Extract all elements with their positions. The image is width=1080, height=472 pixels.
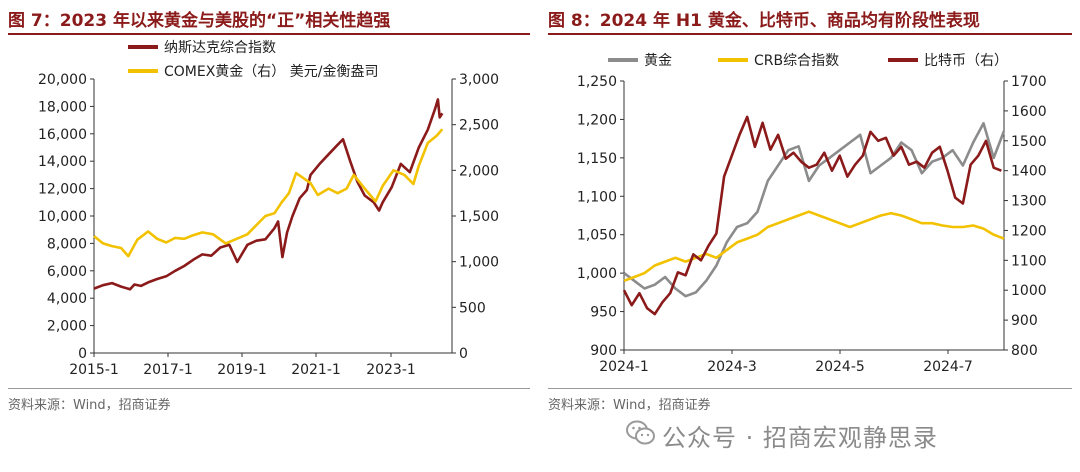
- chart-1-title-rule: [8, 33, 530, 35]
- chart-2-x-tick-label: 2024-1: [599, 359, 649, 375]
- chart-1-y-right-tick-label: 500: [459, 300, 486, 316]
- chart-2-y-left-tick-label: 1,250: [577, 74, 617, 90]
- chart-1-bottom-rule: [8, 388, 530, 389]
- chart-1-plot: 0 2,000 4,000 6,000 8,000 10,000 12,000 14,000 1…: [38, 40, 499, 378]
- chart-2-x-tick-label: 2024-3: [707, 359, 757, 375]
- chart-2-title-rule: [548, 33, 1072, 35]
- chart-1-x-tick-label: 2015-1: [69, 362, 119, 378]
- chart-1-source: 资料来源：Wind，招商证券: [8, 398, 171, 413]
- chart-1-y-right-tick-label: 3,000: [459, 72, 499, 88]
- chart-1-y-left-tick-label: 8,000: [47, 236, 87, 252]
- chart-1-y-left-tick-label: 0: [78, 346, 87, 362]
- chart-2-legend-label-3: 比特币（右）: [924, 53, 1008, 69]
- chart-2-series-1-line: [623, 122, 1006, 298]
- chart-1-y-right-tick-label: 1,000: [459, 255, 499, 271]
- wechat-icon: [626, 420, 655, 445]
- chart-2-legend-label-1: 黄金: [644, 52, 672, 69]
- chart-2-x-tick-label: 2024-7: [923, 359, 973, 375]
- chart-1-y-left-tick-label: 14,000: [38, 154, 87, 170]
- chart-1-x-tick-label: 2023-1: [366, 362, 416, 378]
- chart-2-y-right-tick-label: 1100: [1011, 253, 1047, 269]
- chart-1-y-left-tick-label: 4,000: [47, 291, 87, 307]
- chart-2-y-right-tick-label: 1200: [1011, 223, 1047, 239]
- chart-2-y-right-tick-label: 1000: [1011, 283, 1047, 299]
- chart-1-y-left-tick-label: 16,000: [38, 127, 87, 143]
- chart-1-y-left-tick-label: 18,000: [38, 99, 87, 115]
- chart-1-y-left-tick-label: 6,000: [47, 264, 87, 280]
- chart-2-y-left-tick-label: 1,100: [577, 189, 617, 205]
- chart-2-y-right-tick-label: 800: [1011, 343, 1038, 359]
- chart-1-legend-label-2: COMEX黄金（右） 美元/金衡盎司: [164, 63, 378, 80]
- chart-1-x-tick-label: 2017-1: [143, 362, 193, 378]
- chart-2-y-right-tick-label: 1600: [1011, 104, 1047, 120]
- chart-2-y-right-tick-label: 1300: [1011, 194, 1047, 210]
- chart-2-y-left-tick-label: 1,150: [577, 151, 617, 167]
- chart-2-y-right-tick-label: 900: [1011, 313, 1038, 329]
- chart-1-x-tick-label: 2021-1: [291, 362, 341, 378]
- chart-2-bottom-rule: [548, 388, 1072, 389]
- chart-2-y-right-tick-label: 1400: [1011, 164, 1047, 180]
- chart-2-y-right-tick-label: 1500: [1011, 134, 1047, 150]
- chart-2-y-left-tick-label: 1,050: [577, 228, 617, 244]
- chart-1-legend-label-1: 纳斯达克综合指数: [164, 40, 276, 56]
- chart-1-series-2-line: [93, 128, 444, 258]
- chart-2-title: 图 8：2024 年 H1 黄金、比特币、商品均有阶段性表现: [548, 11, 980, 31]
- chart-1-y-left-tick-label: 10,000: [38, 209, 87, 225]
- chart-1-y-left-tick-label: 12,000: [38, 182, 87, 198]
- chart-1-y-right-tick-label: 2,500: [459, 118, 499, 134]
- chart-1-y-left-tick-label: 20,000: [38, 72, 87, 88]
- chart-2-y-left-tick-label: 950: [590, 305, 617, 321]
- chart-1-y-right-tick-label: 1,500: [459, 209, 499, 225]
- chart-1-series-1-line: [93, 98, 444, 291]
- chart-2-series-2-line: [623, 210, 1005, 283]
- chart-2-x-tick-label: 2024-5: [815, 359, 865, 375]
- chart-1-title: 图 7：2023 年以来黄金与美股的“正”相关性趋强: [8, 11, 391, 31]
- chart-1-x-tick-label: 2019-1: [217, 362, 267, 378]
- chart-2-plot: 900 950 1,000 1,050 1,100 1,150 1,200 1,250 800 9…: [577, 52, 1047, 375]
- watermark: 公众号 · 招商宏观静思录: [662, 424, 938, 452]
- chart-2-y-left-tick-label: 1,000: [577, 266, 617, 282]
- chart-1-y-right-tick-label: 2,000: [459, 163, 499, 179]
- chart-2-y-left-tick-label: 900: [590, 343, 617, 359]
- chart-2-legend-label-2: CRB综合指数: [754, 53, 839, 69]
- chart-2-source: 资料来源：Wind，招商证券: [548, 398, 711, 413]
- chart-2-series-3-line: [622, 115, 1002, 316]
- chart-2-y-right-tick-label: 1700: [1011, 74, 1047, 90]
- chart-1-y-right-tick-label: 0: [459, 346, 468, 362]
- chart-2-y-left-tick-label: 1,200: [577, 112, 617, 128]
- chart-1-y-left-tick-label: 2,000: [47, 319, 87, 335]
